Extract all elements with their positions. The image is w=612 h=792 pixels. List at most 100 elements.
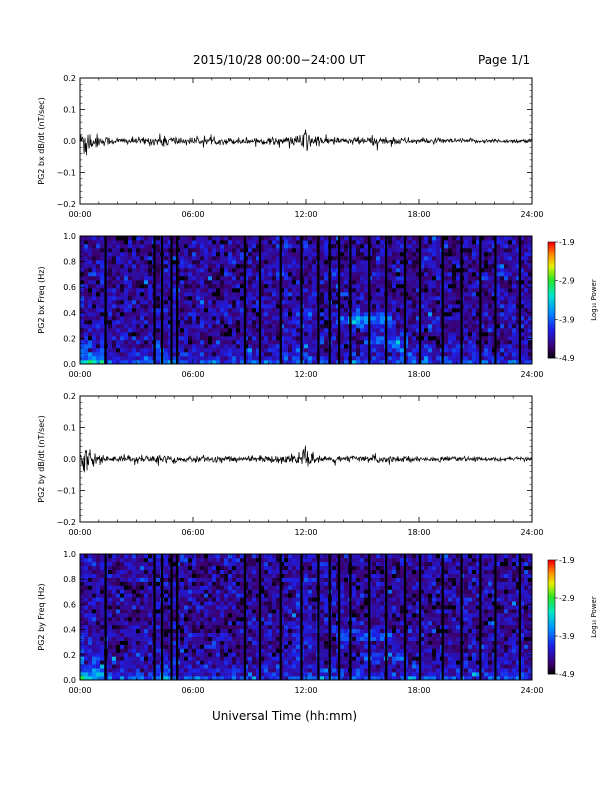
heatmap-cell <box>464 336 469 341</box>
heatmap-cell <box>416 292 421 297</box>
heatmap-cell <box>80 340 85 345</box>
heatmap-cell <box>248 260 253 265</box>
heatmap-cell <box>108 569 113 574</box>
heatmap-cell <box>356 272 361 277</box>
heatmap-cell <box>528 332 533 337</box>
heatmap-cell <box>216 300 221 305</box>
heatmap-cell <box>516 268 521 273</box>
heatmap-cell <box>364 280 369 285</box>
heatmap-cell <box>112 664 117 669</box>
heatmap-cell <box>128 648 133 653</box>
bx-freq-data-gap <box>153 236 156 364</box>
heatmap-cell <box>100 581 105 586</box>
heatmap-cell <box>96 601 101 606</box>
heatmap-cell <box>164 252 169 257</box>
heatmap-cell <box>452 344 457 349</box>
heatmap-cell <box>344 264 349 269</box>
heatmap-cell <box>428 344 433 349</box>
heatmap-cell <box>264 240 269 245</box>
heatmap-cell <box>124 676 129 681</box>
heatmap-cell <box>352 256 357 261</box>
heatmap-cell <box>272 256 277 261</box>
heatmap-cell <box>124 664 129 669</box>
heatmap-cell <box>364 356 369 361</box>
heatmap-cell <box>352 244 357 249</box>
heatmap-cell <box>228 336 233 341</box>
heatmap-cell <box>376 288 381 293</box>
heatmap-cell <box>124 585 129 590</box>
heatmap-cell <box>168 308 173 313</box>
heatmap-cell <box>164 609 169 614</box>
heatmap-cell <box>284 256 289 261</box>
heatmap-cell <box>292 304 297 309</box>
heatmap-cell <box>120 248 125 253</box>
heatmap-cell <box>188 260 193 265</box>
heatmap-cell <box>80 252 85 257</box>
heatmap-cell <box>480 296 485 301</box>
heatmap-cell <box>180 260 185 265</box>
heatmap-cell <box>340 252 345 257</box>
heatmap-cell <box>260 304 265 309</box>
heatmap-cell <box>344 268 349 273</box>
heatmap-cell <box>508 300 513 305</box>
bx-freq-colorbar-segment <box>548 342 555 345</box>
heatmap-cell <box>524 344 529 349</box>
heatmap-cell <box>468 236 473 241</box>
heatmap-cell <box>84 324 89 329</box>
heatmap-cell <box>256 252 261 257</box>
heatmap-cell <box>96 609 101 614</box>
heatmap-cell <box>156 554 161 559</box>
heatmap-cell <box>444 280 449 285</box>
heatmap-cell <box>216 312 221 317</box>
heatmap-cell <box>148 316 153 321</box>
heatmap-cell <box>360 260 365 265</box>
heatmap-cell <box>164 605 169 610</box>
heatmap-cell <box>192 324 197 329</box>
heatmap-cell <box>144 340 149 345</box>
heatmap-cell <box>168 344 173 349</box>
heatmap-cell <box>144 256 149 261</box>
heatmap-cell <box>144 304 149 309</box>
heatmap-cell <box>192 620 197 626</box>
heatmap-cell <box>356 276 361 281</box>
heatmap-cell <box>112 288 117 293</box>
heatmap-cell <box>136 260 141 265</box>
heatmap-cell <box>516 332 521 337</box>
heatmap-cell <box>148 264 153 269</box>
heatmap-cell <box>188 276 193 281</box>
heatmap-cell <box>88 308 93 313</box>
heatmap-cell <box>120 256 125 261</box>
heatmap-cell <box>392 316 397 321</box>
heatmap-cell <box>456 256 461 261</box>
heatmap-cell <box>284 288 289 293</box>
heatmap-cell <box>112 280 117 285</box>
heatmap-cell <box>240 240 245 245</box>
heatmap-cell <box>204 348 209 353</box>
heatmap-cell <box>156 652 161 657</box>
heatmap-cell <box>200 244 205 249</box>
heatmap-cell <box>96 244 101 249</box>
heatmap-cell <box>216 272 221 277</box>
heatmap-cell <box>200 276 205 281</box>
heatmap-cell <box>204 300 209 305</box>
heatmap-cell <box>380 336 385 341</box>
heatmap-cell <box>108 581 113 586</box>
heatmap-cell <box>196 324 201 329</box>
heatmap-cell <box>116 360 121 365</box>
heatmap-cell <box>528 272 533 277</box>
heatmap-cell <box>132 348 137 353</box>
heatmap-cell <box>164 672 169 677</box>
heatmap-cell <box>464 252 469 257</box>
heatmap-cell <box>356 328 361 333</box>
heatmap-cell <box>340 332 345 337</box>
heatmap-cell <box>112 597 117 602</box>
heatmap-cell <box>120 360 125 365</box>
heatmap-cell <box>80 304 85 309</box>
heatmap-cell <box>272 260 277 265</box>
heatmap-cell <box>372 280 377 285</box>
heatmap-cell <box>520 244 525 249</box>
heatmap-cell <box>284 296 289 301</box>
heatmap-cell <box>80 664 85 669</box>
heatmap-cell <box>364 272 369 277</box>
heatmap-cell <box>156 656 161 661</box>
